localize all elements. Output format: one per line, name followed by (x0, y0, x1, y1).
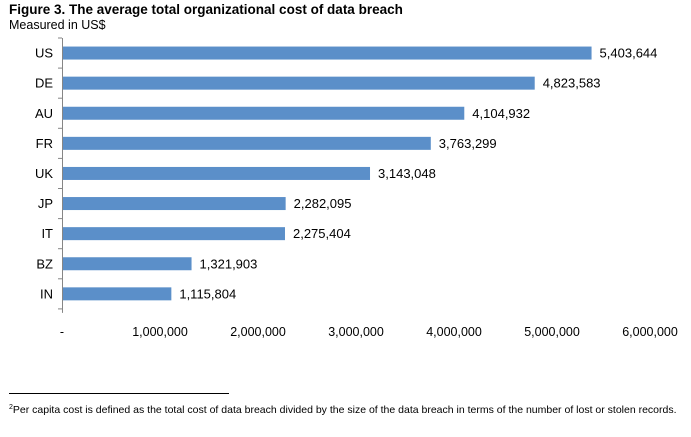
footnote-marker: 2 (9, 404, 13, 411)
footnote-divider (9, 393, 229, 394)
figure-title: Figure 3. The average total organization… (9, 2, 403, 17)
category-label: IT (41, 226, 53, 241)
bar (63, 197, 286, 211)
x-tick-label: 6,000,000 (622, 325, 678, 339)
bar-chart: US 5,403,644 DE 4,823,583 AU 4,104,932 FR 3,763… (35, 37, 678, 339)
value-label: 2,282,095 (294, 196, 352, 211)
x-tick-label: 2,000,000 (230, 325, 286, 339)
x-tick-label: 3,000,000 (328, 325, 384, 339)
x-tick-label: 1,000,000 (132, 325, 188, 339)
figure-subtitle: Measured in US$ (9, 18, 106, 32)
category-label: JP (38, 196, 53, 211)
x-tick-label: 5,000,000 (524, 325, 580, 339)
bar (63, 136, 431, 150)
category-label: UK (35, 166, 53, 181)
category-label: AU (35, 106, 53, 121)
value-label: 3,143,048 (378, 166, 436, 181)
value-label: 1,321,903 (200, 256, 258, 271)
value-label: 1,115,804 (179, 286, 236, 301)
footnote: 2Per capita cost is defined as the total… (9, 403, 685, 417)
category-label: IN (40, 286, 53, 301)
value-label: 4,823,583 (543, 76, 601, 91)
value-label: 3,763,299 (439, 136, 497, 151)
bar (63, 76, 535, 90)
bar (63, 166, 371, 180)
x-tick-label: - (60, 325, 64, 339)
category-label: DE (35, 76, 53, 91)
value-label: 4,104,932 (472, 106, 530, 121)
category-label: BZ (36, 256, 53, 271)
value-label: 2,275,404 (293, 226, 351, 241)
bar (63, 46, 592, 60)
bar (63, 257, 192, 271)
bar (63, 106, 465, 120)
bar (63, 287, 172, 301)
bar (63, 227, 285, 241)
x-tick-label: 4,000,000 (426, 325, 482, 339)
category-label: FR (36, 136, 53, 151)
category-label: US (35, 46, 53, 61)
footnote-text: Per capita cost is defined as the total … (12, 404, 677, 416)
value-label: 5,403,644 (600, 46, 658, 61)
